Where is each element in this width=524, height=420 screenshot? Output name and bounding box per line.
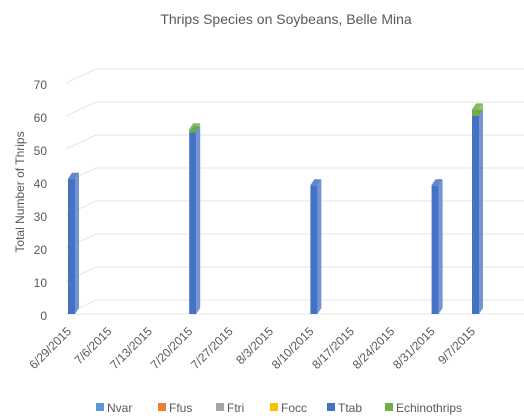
gridlines <box>65 68 524 315</box>
gridline-side <box>65 101 97 117</box>
legend-item-focc: Focc <box>270 401 307 415</box>
bar-side <box>479 110 483 314</box>
legend-swatch <box>96 403 104 411</box>
bars <box>68 103 483 314</box>
legend-swatch <box>270 403 278 411</box>
x-tick-label: 7/13/2015 <box>107 324 155 372</box>
y-tick-label: 30 <box>34 210 48 224</box>
bar-top <box>68 172 79 179</box>
legend-label: Focc <box>281 401 307 415</box>
bar-segment-echinothrips <box>189 123 201 133</box>
bar-segment-ttab <box>431 179 443 314</box>
bar-top <box>189 123 201 130</box>
y-tick-label: 0 <box>40 309 47 323</box>
legend-label: Ttab <box>338 401 362 415</box>
bar-side <box>196 123 201 133</box>
x-tick-label: 8/10/2015 <box>269 324 317 372</box>
legend-swatch <box>327 403 335 411</box>
y-tick-label: 60 <box>34 111 48 125</box>
legend-swatch <box>158 403 166 411</box>
bar-segment-echinothrips <box>472 103 483 116</box>
y-tick-label: 10 <box>34 276 48 290</box>
bar-front <box>68 178 75 314</box>
bar-side <box>438 179 443 314</box>
legend-item-ffus: Ffus <box>158 401 192 415</box>
legend-label: Nvar <box>107 401 132 415</box>
bar-top <box>310 179 322 186</box>
y-tick-label: 40 <box>34 177 48 191</box>
legend-item-ftri: Ftri <box>216 401 244 415</box>
bar-top <box>472 103 483 110</box>
bar-side <box>479 103 483 116</box>
bar-segment-ttab <box>189 126 201 314</box>
x-tick-label: 7/27/2015 <box>188 324 236 372</box>
bar-side <box>75 172 79 314</box>
gridline-side <box>65 134 97 150</box>
legend-item-nvar: Nvar <box>96 401 132 415</box>
bar-front <box>310 185 318 314</box>
x-tick-label: 8/17/2015 <box>309 324 357 372</box>
bar-front <box>472 109 479 116</box>
legend: Nvar Ffus Ftri Focc Ttab Echinothrips <box>96 401 462 415</box>
x-tick-label: 6/29/2015 <box>26 324 74 372</box>
bar-front <box>189 132 197 314</box>
legend-item-echinothrips: Echinothrips <box>385 401 462 415</box>
legend-label: Echinothrips <box>396 401 462 415</box>
x-tick-label: 8/31/2015 <box>390 324 438 372</box>
legend-label: Ffus <box>169 401 192 415</box>
x-tick-label: 8/24/2015 <box>350 324 398 372</box>
x-axis-ticks: 6/29/20157/6/20157/13/20157/20/20157/27/… <box>26 324 478 372</box>
bar-front <box>431 185 439 314</box>
legend-label: Ftri <box>227 401 244 415</box>
legend-swatch <box>385 403 393 411</box>
bar-segment-ttab <box>310 179 322 314</box>
x-tick-label: 7/20/2015 <box>148 324 196 372</box>
chart-title: Thrips Species on Soybeans, Belle Mina <box>160 11 412 27</box>
legend-swatch <box>216 403 224 411</box>
bar-segment-ttab <box>68 172 79 314</box>
bar-side <box>317 179 322 314</box>
y-axis-ticks: 0 10 20 30 40 50 60 70 <box>34 78 48 323</box>
bar-segment-ttab <box>472 110 483 314</box>
y-axis-title: Total Number of Thrips <box>13 131 27 252</box>
bar-top <box>431 179 443 186</box>
y-tick-label: 50 <box>34 144 48 158</box>
y-tick-label: 70 <box>34 78 48 92</box>
gridline-side <box>65 68 97 84</box>
bar-front <box>189 129 197 133</box>
legend-item-ttab: Ttab <box>327 401 362 415</box>
bar-front <box>472 116 479 314</box>
x-tick-label: 9/7/2015 <box>435 324 478 367</box>
y-tick-label: 20 <box>34 243 48 257</box>
bar-side <box>196 126 201 314</box>
